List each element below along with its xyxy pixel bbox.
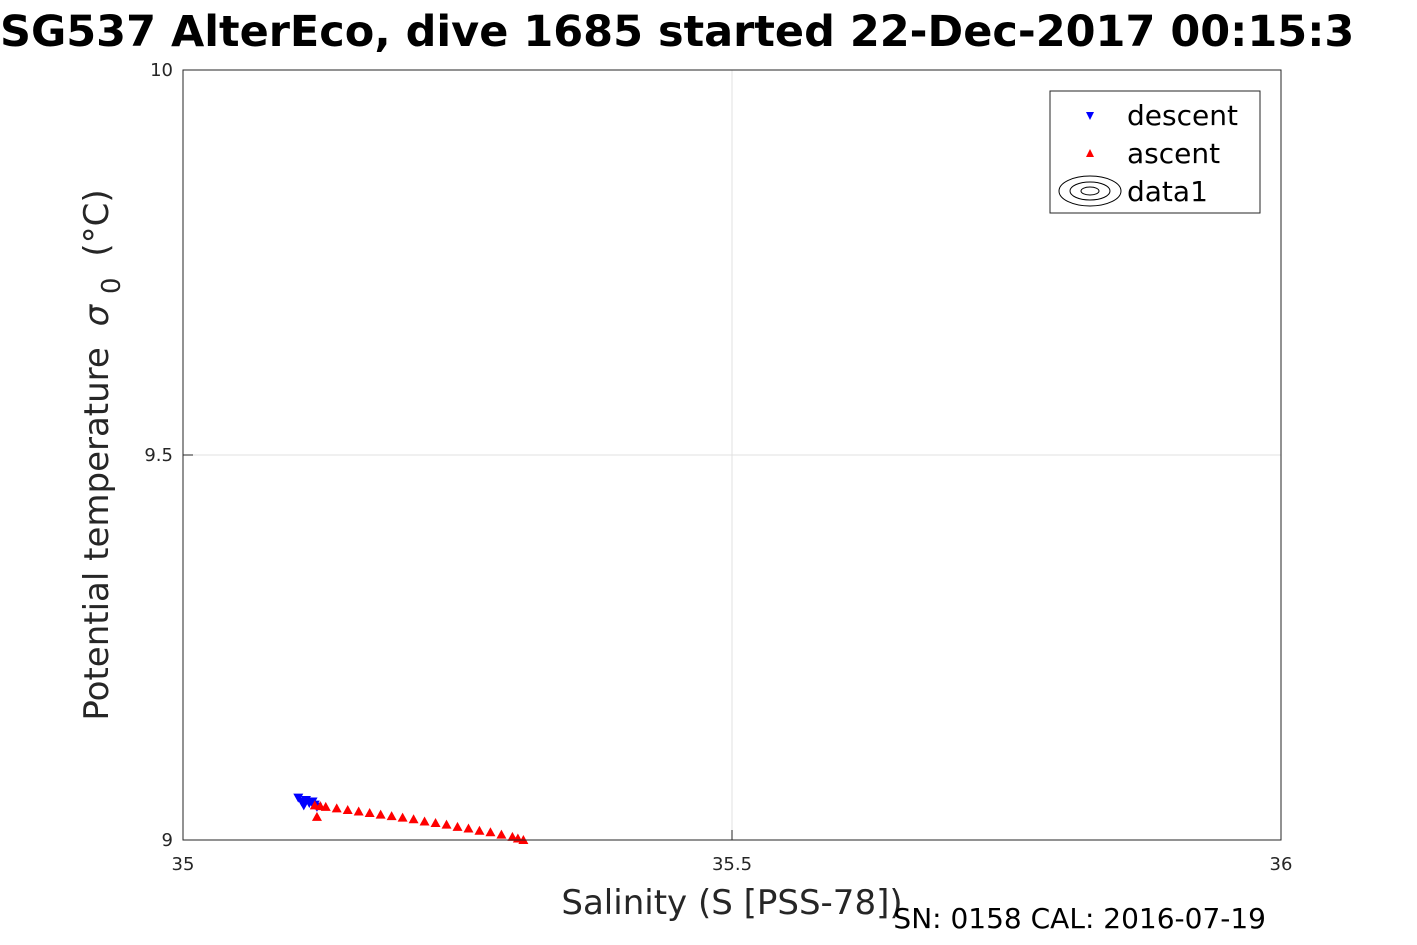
x-tick-label: 36 [1270,854,1293,875]
x-tick-label: 35.5 [712,854,752,875]
ascent-point [452,821,463,831]
ascent-point [419,816,430,826]
y-axis-label-unit: (°C) [77,189,117,256]
ascent-point [463,823,474,833]
data-series [293,793,529,844]
y-axis-label-main: Potential temperature [77,347,117,720]
ascent-point [386,811,397,821]
y-tick-label: 9 [162,830,173,851]
ascent-point [408,814,419,824]
legend-box [1049,90,1261,214]
ascent-point [397,812,408,822]
legend-ascent-marker [1086,149,1094,157]
ascent-point [342,804,353,814]
chart-title: SG537 AlterEco, dive 1685 started 22-Dec… [0,7,1354,57]
ascent-point [331,803,342,813]
descent-point [306,797,317,807]
ascent-point [474,825,485,835]
legend-descent-label: descent [1127,99,1238,132]
ascent-point [375,809,386,819]
axis-ticks: 35 35.5 36 9 9.5 10 [144,60,1292,875]
calibration-footer: SN: 0158 CAL: 2016-07-19 [893,902,1266,935]
y-axis-label-sigma: σ [77,303,117,326]
legend: descent ascent data1 [1049,90,1261,214]
legend-data1-label: data1 [1127,175,1208,208]
ascent-point [353,806,364,816]
x-tick-label: 35 [172,854,195,875]
ascent-point [441,819,452,829]
ascent-point [507,831,518,841]
ascent-point [320,801,331,811]
y-tick-label: 9.5 [144,445,173,466]
legend-data1-marker [1058,175,1122,207]
y-axis-label: Potential temperature σ 0 (°C) [77,189,129,720]
legend-ascent-label: ascent [1127,137,1220,170]
y-axis-label-subscript: 0 [97,277,127,294]
ascent-point [311,811,322,821]
x-axis-label: Salinity (S [PSS-78]) [561,883,902,923]
y-tick-label: 10 [150,60,173,81]
svg-text:Potential temperature σ: Potential temperature σ 0 (°C) [77,189,129,720]
ascent-point [430,818,441,828]
legend-descent-marker [1086,112,1094,120]
ascent-point [496,829,507,839]
ascent-point [364,808,375,818]
ascent-point [485,827,496,837]
